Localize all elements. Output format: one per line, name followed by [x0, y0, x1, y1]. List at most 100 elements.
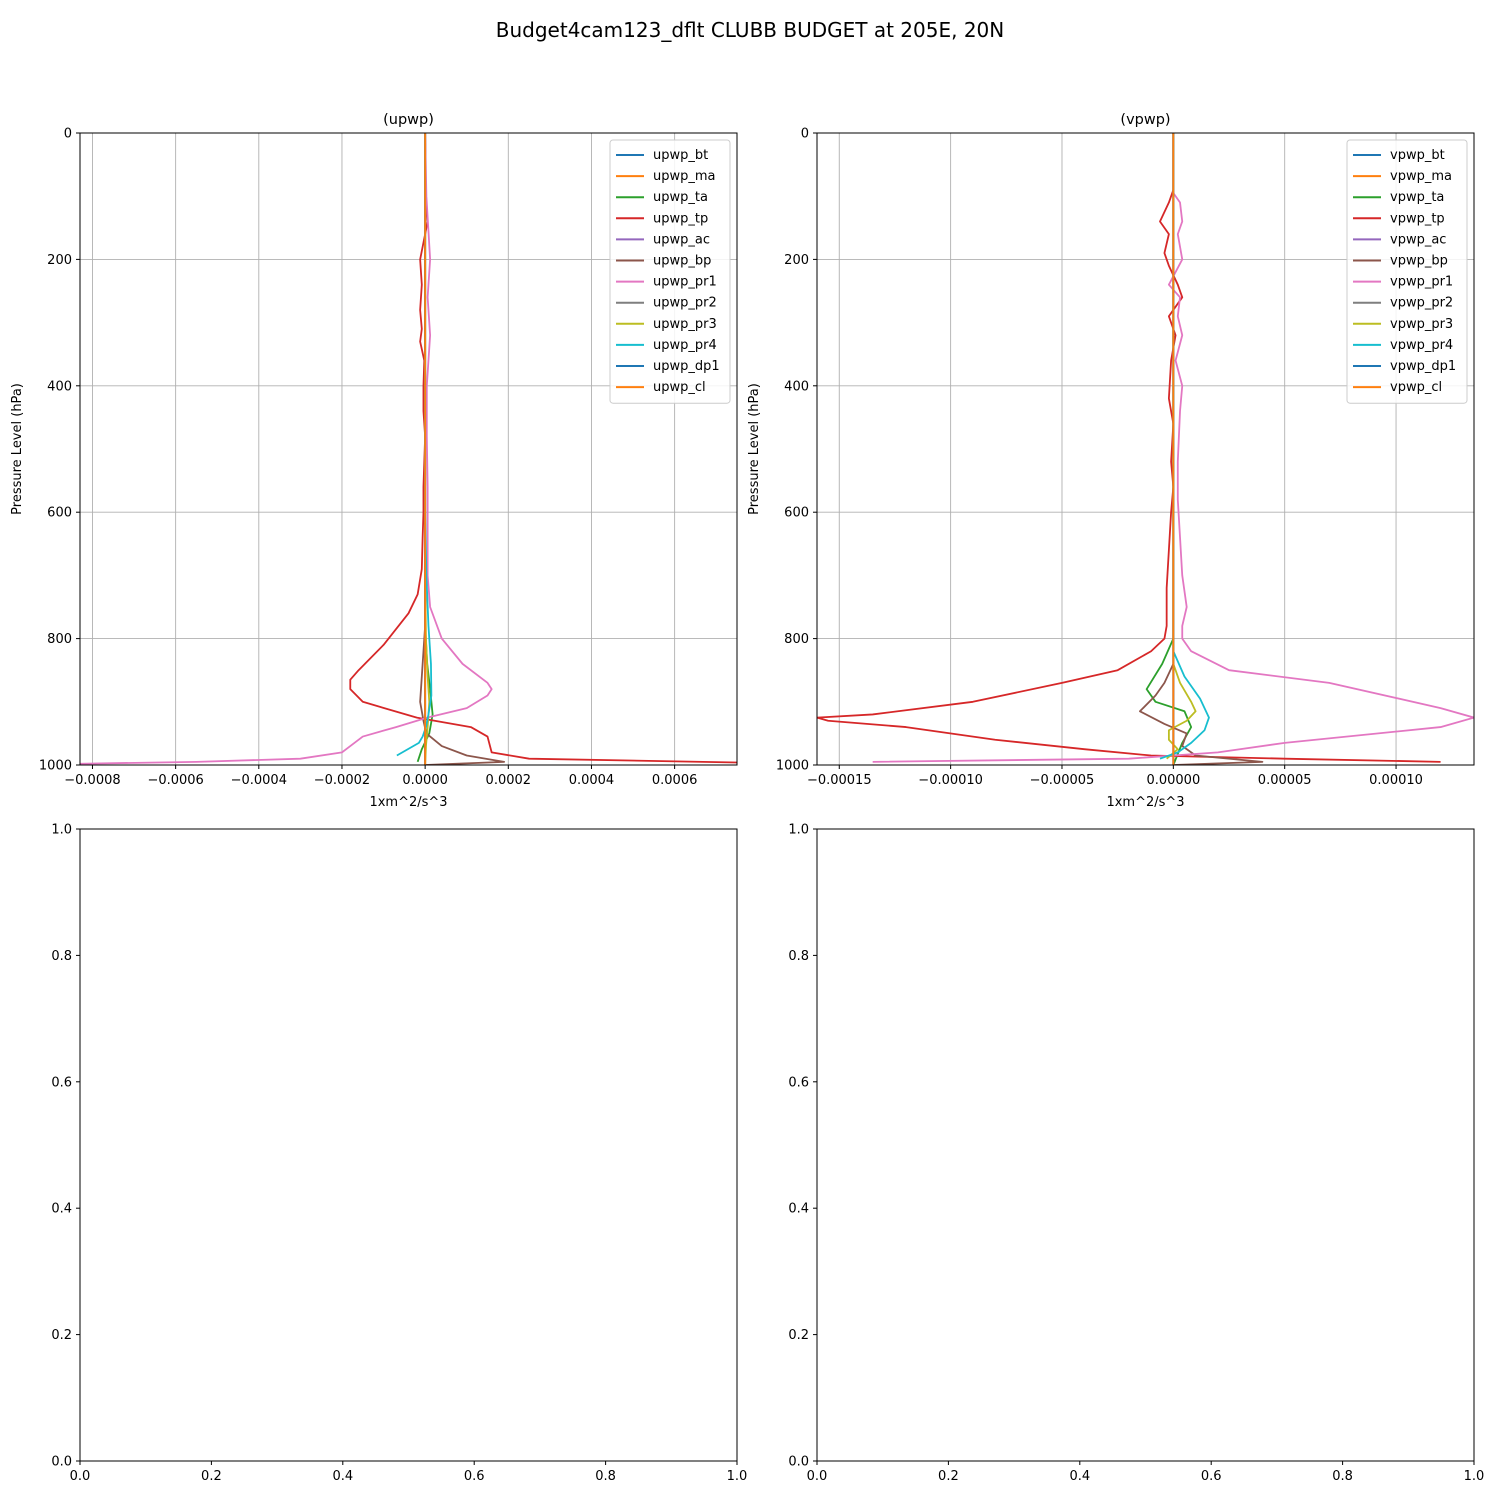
- x-tick-label: 0.0002: [486, 773, 532, 788]
- x-tick-label: 1.0: [1464, 1469, 1485, 1484]
- y-tick-label: 0.8: [788, 949, 809, 964]
- series-line-upwp_pr1: [80, 133, 493, 765]
- y-tick-label: 1000: [776, 759, 809, 774]
- legend-label: upwp_pr2: [653, 296, 717, 311]
- series-line-vpwp_ta: [1145, 133, 1193, 765]
- y-tick-label: 600: [784, 506, 809, 521]
- subplot-3: 0.0 0.2 0.4 0.6 0.8 1.0 0.0 0.2 0.4 0.6 0.8 1.0: [51, 823, 747, 1485]
- y-tick-label: 1.0: [788, 823, 809, 838]
- y-tick-label: 0.8: [51, 949, 72, 964]
- subplot-1: −0.0008 −0.0006 −0.0004 −0.0002 0.0000 0.0002…: [10, 112, 738, 810]
- y-tick-label: 0.2: [788, 1328, 809, 1343]
- x-tick-label: 0.6: [1201, 1469, 1222, 1484]
- y-tick-label: 400: [47, 379, 72, 394]
- y-tick-label: 800: [47, 632, 72, 647]
- legend-label: vpwp_pr4: [1390, 338, 1453, 353]
- x-tick-label: 1.0: [727, 1469, 748, 1484]
- legend-frame: [609, 139, 731, 404]
- x-tick-label: −0.00015: [807, 773, 872, 788]
- series-line-vpwp_tp: [817, 133, 1441, 763]
- y-tick-label: 0.4: [788, 1202, 809, 1217]
- legend-label: vpwp_ta: [1390, 190, 1444, 205]
- legend: vpwp_bt vpwp_ma vpwp_ta vpwp_tp vpwp_ac vpwp_…: [1346, 139, 1468, 404]
- x-tick-label: 0.2: [938, 1469, 959, 1484]
- legend-label: upwp_bp: [653, 254, 711, 269]
- x-tick-label: 0.6: [464, 1469, 485, 1484]
- x-tick-label: 0.0: [807, 1469, 828, 1484]
- legend-label: upwp_ma: [653, 169, 716, 184]
- legend-label: upwp_ac: [653, 232, 710, 247]
- y-tick-label: 0.0: [51, 1455, 72, 1470]
- y-tick-label: 200: [784, 253, 809, 268]
- subplots: −0.0008 −0.0006 −0.0004 −0.0002 0.0000 0.0002…: [10, 112, 1484, 1484]
- series-line-vpwp_bp: [1139, 133, 1264, 765]
- legend-label: vpwp_bp: [1390, 254, 1448, 269]
- legend-label: vpwp_pr3: [1390, 317, 1453, 332]
- y-tick-label: 600: [47, 506, 72, 521]
- x-tick-label: 0.2: [201, 1469, 222, 1484]
- y-tick-label: 0.0: [788, 1455, 809, 1470]
- y-tick-label: 0: [64, 127, 72, 142]
- legend-label: vpwp_cl: [1390, 380, 1442, 395]
- x-tick-label: 0.00000: [1146, 773, 1200, 788]
- figure-title: Budget4cam123_dflt CLUBB BUDGET at 205E,…: [496, 18, 1004, 42]
- y-axis-label: Pressure Level (hPa): [10, 383, 25, 515]
- legend-label: vpwp_bt: [1390, 148, 1445, 163]
- subplot-2: −0.00015 −0.00010 −0.00005 0.00000 0.00005 0.…: [747, 112, 1475, 810]
- x-tick-label: 0.0004: [569, 773, 615, 788]
- series-line-vpwp_pr1: [872, 133, 1474, 763]
- legend: upwp_bt upwp_ma upwp_ta upwp_tp upwp_ac upwp_…: [609, 139, 731, 404]
- y-tick-label: 0: [801, 127, 809, 142]
- legend-label: vpwp_pr1: [1390, 275, 1453, 290]
- x-tick-label: 0.4: [332, 1469, 353, 1484]
- legend-label: upwp_bt: [653, 148, 708, 163]
- legend-label: vpwp_pr2: [1390, 296, 1453, 311]
- legend-label: upwp_tp: [653, 211, 708, 226]
- series-line-upwp_tp: [349, 133, 737, 764]
- y-tick-label: 0.6: [788, 1075, 809, 1090]
- x-tick-label: 0.8: [1332, 1469, 1353, 1484]
- x-tick-label: −0.00005: [1030, 773, 1095, 788]
- axes-frame: [816, 132, 1475, 766]
- legend-label: upwp_pr4: [653, 338, 717, 353]
- legend-label: upwp_ta: [653, 190, 708, 205]
- x-tick-label: 0.00005: [1258, 773, 1312, 788]
- x-tick-label: 0.0006: [652, 773, 698, 788]
- y-tick-label: 800: [784, 632, 809, 647]
- x-tick-label: −0.00010: [918, 773, 983, 788]
- series-group: [817, 133, 1474, 765]
- y-tick-label: 400: [784, 379, 809, 394]
- x-tick-label: −0.0008: [64, 773, 120, 788]
- legend-label: vpwp_dp1: [1390, 359, 1456, 374]
- legend-label: upwp_pr1: [653, 275, 717, 290]
- x-tick-label: 0.0000: [402, 773, 448, 788]
- y-tick-label: 0.6: [51, 1075, 72, 1090]
- x-tick-label: 0.4: [1069, 1469, 1090, 1484]
- series-group: [80, 133, 737, 765]
- series-line-upwp_bp: [419, 133, 506, 765]
- legend-label: upwp_cl: [653, 380, 706, 395]
- legend-label: vpwp_ac: [1390, 232, 1446, 247]
- y-tick-label: 1.0: [51, 823, 72, 838]
- x-tick-label: −0.0004: [231, 773, 287, 788]
- series-line-vpwp_pr4: [1159, 133, 1210, 760]
- subplot-title: (vpwp): [1120, 112, 1170, 128]
- axes-frame: [79, 132, 738, 766]
- axes-frame: [79, 828, 738, 1462]
- legend-label: vpwp_ma: [1390, 169, 1452, 184]
- axes-frame: [816, 828, 1475, 1462]
- legend-label: upwp_dp1: [653, 359, 720, 374]
- x-tick-label: 0.8: [595, 1469, 616, 1484]
- x-tick-label: 0.00010: [1369, 773, 1423, 788]
- x-tick-label: −0.0002: [314, 773, 370, 788]
- legend-label: upwp_pr3: [653, 317, 717, 332]
- subplot-title: (upwp): [383, 112, 434, 128]
- x-tick-label: −0.0006: [147, 773, 203, 788]
- y-axis-label: Pressure Level (hPa): [747, 383, 762, 515]
- y-tick-label: 200: [47, 253, 72, 268]
- legend-label: vpwp_tp: [1390, 211, 1445, 226]
- y-tick-label: 0.4: [51, 1202, 72, 1217]
- y-tick-label: 1000: [39, 759, 72, 774]
- x-axis-label: 1xm^2/s^3: [1106, 795, 1184, 810]
